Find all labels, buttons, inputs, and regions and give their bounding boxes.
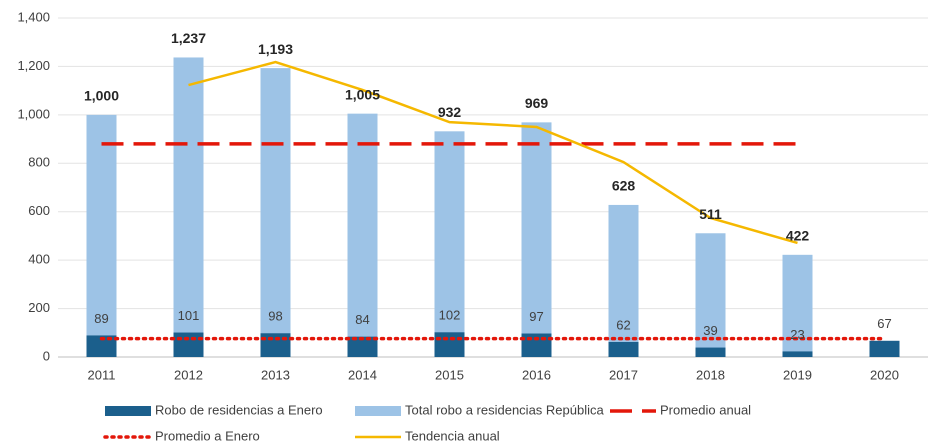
bar [173, 332, 204, 357]
x-tick-label: 2019 [783, 367, 812, 382]
data-label: 1,000 [84, 88, 119, 104]
y-tick-label: 200 [28, 300, 50, 315]
bar [347, 113, 378, 358]
x-tick-label: 2012 [174, 367, 203, 382]
bar [608, 204, 639, 357]
data-label: 1,193 [258, 41, 293, 57]
bar [173, 57, 204, 357]
bar [695, 233, 726, 357]
legend-swatch [105, 406, 151, 416]
bar [782, 351, 813, 357]
bar [434, 332, 465, 357]
data-label: 101 [178, 308, 200, 323]
legend-label: Promedio anual [660, 402, 751, 417]
legend-swatch [355, 406, 401, 416]
bar [347, 336, 378, 357]
x-tick-label: 2013 [261, 367, 290, 382]
bar [869, 340, 900, 357]
x-tick-label: 2020 [870, 367, 899, 382]
y-tick-label: 1,000 [17, 106, 50, 121]
bar [608, 341, 639, 357]
data-label: 422 [786, 228, 810, 244]
data-label: 98 [268, 309, 282, 324]
data-label: 62 [616, 317, 630, 332]
bar [260, 68, 291, 358]
data-label: 1,005 [345, 86, 380, 102]
bar [434, 131, 465, 357]
data-label: 97 [529, 309, 543, 324]
legend-label: Robo de residencias a Enero [155, 402, 323, 417]
data-label: 932 [438, 104, 462, 120]
data-label: 89 [94, 311, 108, 326]
data-label: 1,237 [171, 30, 206, 46]
x-tick-label: 2017 [609, 367, 638, 382]
x-tick-label: 2011 [88, 367, 116, 382]
y-tick-label: 1,200 [17, 58, 50, 73]
x-tick-label: 2016 [522, 367, 551, 382]
line [188, 60, 798, 245]
data-label: 511 [699, 206, 722, 222]
data-label: 39 [703, 323, 717, 338]
bar [86, 335, 117, 357]
data-label: 969 [525, 95, 549, 111]
legend-label: Promedio a Enero [155, 428, 260, 443]
bar [260, 333, 291, 357]
y-tick-label: 800 [28, 155, 50, 170]
data-label: 23 [790, 327, 804, 342]
legend-label: Total robo a residencias República [405, 402, 604, 417]
bar [695, 347, 726, 357]
y-tick-label: 1,400 [17, 9, 50, 24]
data-label: 67 [877, 316, 891, 331]
y-tick-label: 600 [28, 203, 50, 218]
x-tick-label: 2018 [696, 367, 725, 382]
bar [86, 114, 117, 357]
data-label: 84 [355, 312, 369, 327]
data-label: 102 [439, 308, 461, 323]
y-tick-label: 400 [28, 252, 50, 267]
x-tick-label: 2015 [435, 367, 464, 382]
data-label: 628 [612, 178, 636, 194]
y-tick-label: 0 [43, 348, 50, 363]
legend-label: Tendencia anual [405, 428, 500, 443]
x-tick-label: 2014 [348, 367, 377, 382]
bar [521, 122, 552, 357]
